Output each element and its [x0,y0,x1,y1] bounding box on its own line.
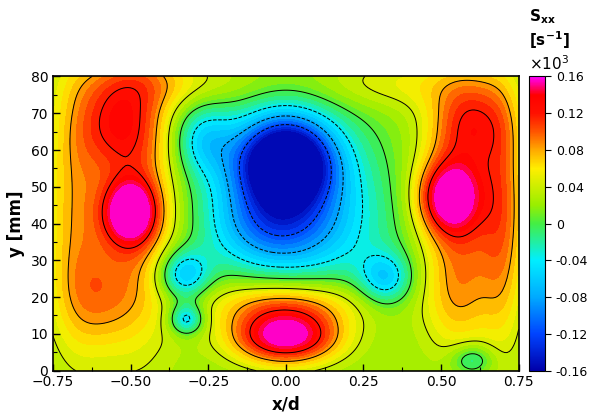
X-axis label: x/d: x/d [271,395,300,413]
Y-axis label: y [mm]: y [mm] [7,190,25,257]
Text: $\mathbf{S_{xx}}$
$\mathbf{[s^{-1}]}$
$\times 10^3$: $\mathbf{S_{xx}}$ $\mathbf{[s^{-1}]}$ $\… [529,7,569,73]
